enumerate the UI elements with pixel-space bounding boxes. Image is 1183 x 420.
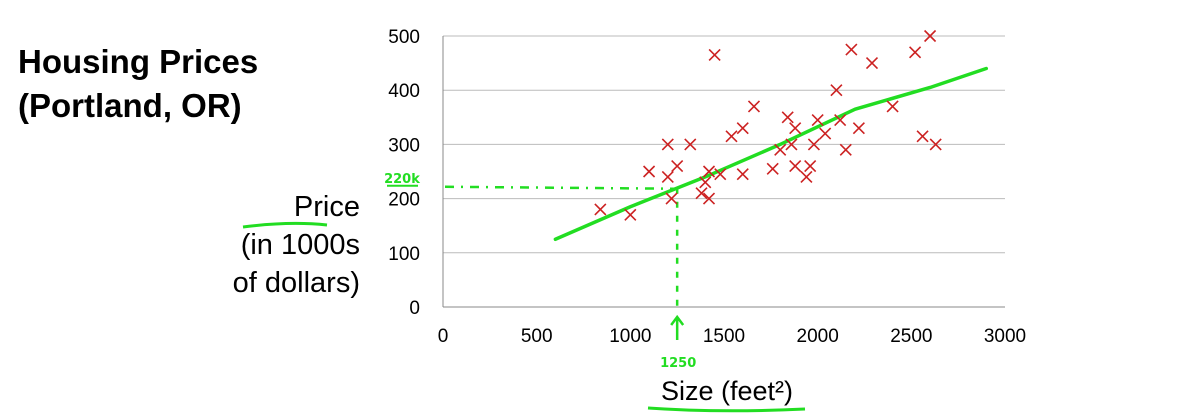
- data-point: [661, 138, 674, 151]
- data-point: [886, 100, 899, 113]
- prediction-annotations: 220k 1250: [384, 172, 696, 371]
- gridlines: [442, 35, 1005, 308]
- data-point: [661, 170, 674, 183]
- data-point: [811, 113, 824, 127]
- y-tick-label: 400: [388, 81, 420, 102]
- data-point: [909, 46, 922, 59]
- x-axis-label-underline: [647, 406, 806, 413]
- data-points: [594, 29, 942, 221]
- data-point: [929, 138, 942, 151]
- x-tick-labels: 0 500 1000 1500 2000 2500 3000: [438, 326, 1026, 347]
- data-point: [594, 203, 607, 216]
- y-tick-label: 200: [388, 190, 420, 211]
- x-tick-label: 2500: [890, 326, 932, 347]
- x-tick-label: 2000: [797, 326, 839, 347]
- data-point: [736, 122, 749, 135]
- data-point: [781, 111, 794, 124]
- data-point: [695, 187, 708, 200]
- y-tick-label: 100: [388, 244, 420, 265]
- data-point: [684, 138, 697, 151]
- data-point: [916, 130, 929, 143]
- y-axis-label-line-3: of dollars): [232, 267, 360, 299]
- data-point: [702, 192, 716, 205]
- x-tick-label: 0: [438, 326, 449, 347]
- data-point: [839, 143, 852, 156]
- chart-title: Housing Prices (Portland, OR): [18, 40, 258, 128]
- y-axis-label: Price (in 1000s of dollars): [190, 188, 360, 302]
- data-point: [665, 192, 678, 205]
- data-point: [774, 143, 787, 156]
- data-point: [804, 160, 817, 173]
- data-point: [785, 138, 798, 151]
- y-tick-label: 0: [409, 298, 420, 319]
- horizontal-guide: [444, 185, 678, 191]
- data-point: [865, 57, 879, 70]
- y-axis-label-line-1: Price: [293, 191, 360, 223]
- data-point: [708, 48, 721, 62]
- data-point: [714, 168, 727, 181]
- y-tick-label: 300: [388, 135, 420, 156]
- data-point: [736, 168, 749, 181]
- data-point: [807, 138, 820, 151]
- title-line-1: Housing Prices: [18, 43, 259, 80]
- data-point: [789, 122, 802, 135]
- data-point: [830, 84, 843, 97]
- y-axis-label-line-2: (in 1000s: [240, 229, 360, 261]
- x-tick-label: 1500: [703, 326, 745, 347]
- data-point: [800, 170, 813, 183]
- data-point: [845, 43, 858, 56]
- y-axis-label-underline: [242, 221, 328, 229]
- x-tick-label: 1000: [609, 326, 651, 347]
- y-tick-label: 500: [388, 27, 420, 48]
- title-line-2: (Portland, OR): [18, 87, 242, 124]
- data-point: [834, 113, 847, 127]
- data-point: [725, 130, 738, 143]
- fit-line-group: [553, 66, 989, 241]
- data-point: [852, 122, 865, 135]
- data-point: [789, 160, 802, 173]
- data-point: [702, 165, 716, 178]
- y-marker-label: 220k: [384, 172, 420, 187]
- arrow-up-icon: [670, 314, 685, 340]
- data-point: [747, 100, 761, 113]
- x-axis-label: Size (feet²): [661, 376, 793, 406]
- data-point: [624, 208, 637, 221]
- data-point: [766, 162, 779, 175]
- x-tick-label: 500: [521, 326, 553, 347]
- x-marker-label: 1250: [660, 356, 696, 371]
- x-tick-label: 3000: [984, 326, 1026, 347]
- data-point: [671, 160, 684, 173]
- data-point: [699, 176, 712, 189]
- fit-line: [553, 66, 989, 241]
- data-point: [819, 127, 832, 140]
- data-point: [924, 29, 937, 43]
- y-tick-labels: 0 100 200 300 400 500: [388, 27, 420, 319]
- data-point: [643, 165, 656, 178]
